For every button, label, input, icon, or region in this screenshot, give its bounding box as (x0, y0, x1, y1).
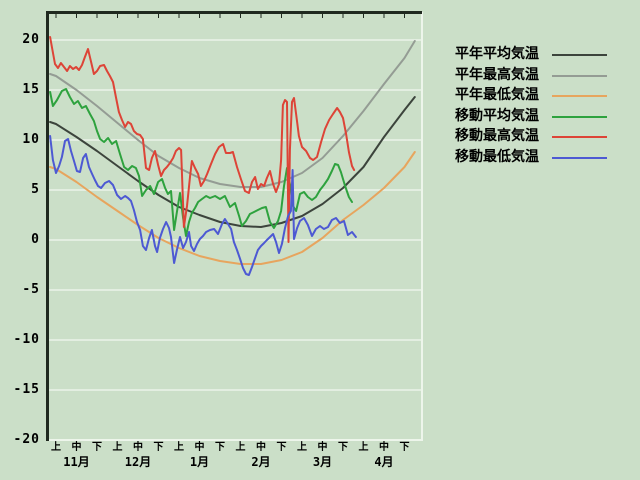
legend-item-moving-min: 移動最低気温 (455, 148, 635, 168)
legend-line-swatch (552, 136, 607, 139)
legend-item-normal-min: 平年最低気温 (455, 86, 635, 106)
legend-label: 移動最低気温 (455, 149, 539, 165)
series-line-normal-min (49, 151, 416, 265)
x-tick-label: 上 (112, 442, 123, 453)
month-label: 3月 (312, 455, 333, 469)
month-label: 1月 (189, 455, 210, 469)
x-tick-label: 上 (297, 442, 307, 453)
legend-item-normal-mean: 平年平均気温 (455, 45, 635, 65)
x-tick-label: 中 (194, 442, 205, 453)
month-label: 4月 (374, 455, 394, 469)
series-line-normal-max (49, 40, 416, 188)
legend-label: 移動平均気温 (455, 107, 539, 124)
x-tick-label: 下 (276, 442, 287, 453)
plot-border-left (46, 11, 49, 441)
legend-line-swatch (552, 54, 607, 56)
x-tick-label: 下 (399, 442, 410, 453)
legend-item-moving-mean: 移動平均気温 (455, 107, 635, 127)
x-tick-label: 上 (51, 442, 61, 453)
legend-label: 平年最低気温 (455, 87, 539, 104)
month-label: 12月 (124, 455, 152, 469)
y-tick-label: 20 (22, 32, 40, 47)
legend-line-swatch (552, 157, 607, 159)
x-tick-label: 下 (92, 442, 102, 453)
legend-item-normal-max: 平年最高気温 (455, 66, 635, 86)
x-tick-label: 上 (174, 442, 184, 453)
series-line-normal-mean (49, 96, 416, 228)
y-tick-label: -5 (22, 282, 40, 297)
x-tick-label: 下 (153, 442, 164, 453)
series-line-moving-max (49, 36, 356, 243)
x-tick-label: 中 (317, 442, 328, 453)
x-tick-label: 中 (71, 442, 82, 453)
y-tick-label: -15 (13, 382, 40, 397)
x-tick-label: 中 (256, 442, 266, 453)
plot-border-top (46, 11, 422, 14)
x-tick-label: 中 (133, 442, 143, 453)
legend-label: 平年最高気温 (455, 66, 539, 83)
series-line-moving-min (49, 135, 357, 276)
legend-item-moving-max: 移動最高気温 (455, 127, 635, 147)
y-tick-label: 15 (22, 82, 40, 97)
month-label: 11月 (63, 455, 90, 469)
y-tick-label: -20 (13, 432, 40, 447)
month-label: 2月 (251, 455, 271, 469)
x-tick-label: 中 (379, 442, 389, 453)
legend-line-swatch (552, 74, 607, 77)
legend-line-swatch (552, 115, 607, 118)
y-tick-label: 5 (31, 182, 40, 197)
series-line-moving-mean (49, 88, 353, 237)
legend-label: 平年平均気温 (455, 46, 539, 62)
x-tick-label: 下 (338, 442, 348, 453)
plot-border-bottom (47, 439, 422, 441)
y-tick-label: 10 (22, 132, 40, 147)
legend-label: 移動最高気温 (455, 128, 539, 145)
x-tick-label: 上 (235, 442, 246, 453)
y-tick-label: -10 (13, 332, 40, 347)
x-tick-label: 下 (215, 442, 225, 453)
x-tick-label: 上 (358, 442, 369, 453)
legend-line-swatch (552, 95, 607, 98)
y-tick-label: 0 (31, 232, 40, 247)
plot-border-right (421, 12, 423, 441)
